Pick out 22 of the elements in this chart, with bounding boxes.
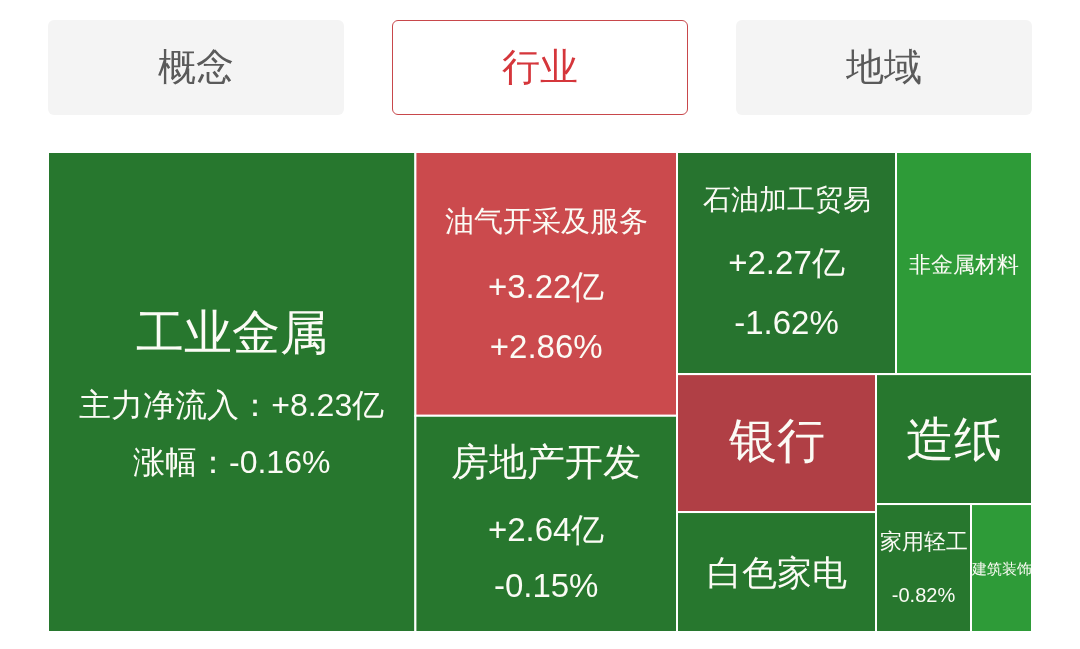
category-label: 白色家电 bbox=[706, 552, 847, 592]
value-label: +2.64亿 bbox=[487, 510, 605, 548]
value-label: +2.27亿 bbox=[728, 244, 845, 282]
value-label: -0.15% bbox=[493, 566, 599, 604]
category-label: 工业金属 bbox=[135, 306, 328, 359]
category-label: 家用轻工 bbox=[879, 529, 968, 555]
category-label: 石油加工贸易 bbox=[702, 184, 871, 216]
category-label: 银行 bbox=[728, 413, 825, 467]
value-label: -1.62% bbox=[734, 304, 839, 342]
category-label: 非金属材料 bbox=[909, 251, 1019, 277]
annotation: 地域 bbox=[736, 20, 1032, 115]
value-label: +3.22亿 bbox=[487, 267, 605, 305]
value-label: 主力净流入：+8.23亿 bbox=[79, 386, 385, 423]
category-label: 房地产开发 bbox=[451, 441, 642, 484]
category-label: 造纸 bbox=[906, 412, 1002, 466]
title: 行业 bbox=[392, 20, 688, 115]
category-label: 建筑装饰 bbox=[971, 559, 1032, 577]
category-label: 油气开采及服务 bbox=[444, 205, 648, 238]
annotation: 概念 bbox=[48, 20, 344, 115]
value-label: +2.86% bbox=[489, 327, 603, 365]
value-label: -0.82% bbox=[891, 583, 956, 606]
value-label: 涨幅：-0.16% bbox=[133, 443, 331, 480]
